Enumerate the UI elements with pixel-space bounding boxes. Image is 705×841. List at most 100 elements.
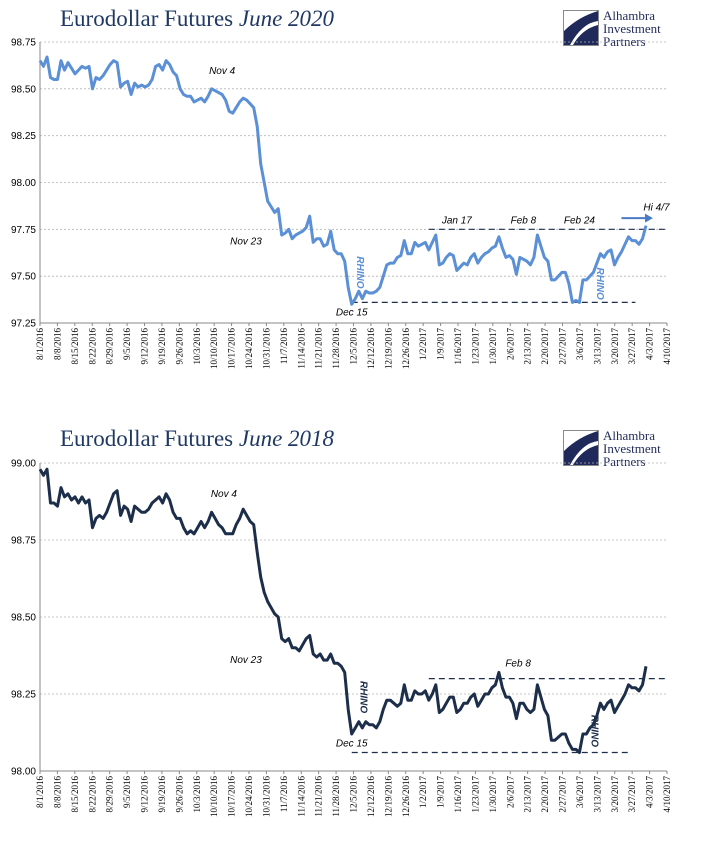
- y-tick-label: 98.25: [11, 131, 36, 142]
- y-tick-label: 97.50: [11, 272, 36, 283]
- x-tick-label: 1/30/2017: [488, 328, 498, 365]
- annotation-label: Dec 15: [336, 308, 368, 319]
- x-tick-label: 2/27/2017: [558, 776, 568, 813]
- x-tick-label: 9/19/2016: [157, 328, 167, 365]
- x-tick-label: 9/5/2016: [122, 328, 132, 361]
- annotation-label: Nov 23: [230, 655, 262, 666]
- x-tick-label: 8/15/2016: [70, 776, 80, 813]
- y-tick-label: 98.50: [11, 84, 36, 95]
- x-tick-label: 8/22/2016: [87, 328, 97, 365]
- alhambra-logo-mark: [563, 10, 599, 46]
- x-tick-label: 9/19/2016: [157, 776, 167, 813]
- x-tick-label: 4/10/2017: [662, 328, 672, 365]
- x-tick-label: 3/13/2017: [592, 776, 602, 813]
- x-tick-label: 1/23/2017: [470, 328, 480, 365]
- x-tick-label: 11/21/2016: [314, 776, 324, 817]
- series-line: [38, 467, 648, 754]
- x-tick-label: 9/12/2016: [140, 328, 150, 365]
- alhambra-logo: Alhambra Investment Partners: [563, 8, 698, 52]
- x-tick-label: 3/13/2017: [592, 328, 602, 365]
- x-tick-label: 12/12/2016: [366, 776, 376, 818]
- line-chart-june-2020: 98.75 98.50 98.25 98.00 97.75 97.50 97.258/1/2…: [11, 38, 672, 370]
- x-tick-label: 4/3/2017: [645, 328, 655, 361]
- x-tick-label: 1/16/2017: [453, 776, 463, 813]
- line-chart-june-2018: 99.00 98.75 98.50 98.25 98.008/1/2016 8/8/201…: [11, 459, 672, 818]
- x-tick-label: 10/17/2016: [227, 776, 237, 818]
- x-tick-label: 9/5/2016: [122, 776, 132, 809]
- annotation-label: Jan 17: [441, 216, 472, 227]
- x-tick-label: 2/27/2017: [558, 328, 568, 365]
- x-tick-label: 3/6/2017: [575, 328, 585, 361]
- annotation-label: Nov 4: [209, 66, 236, 77]
- x-tick-label: 8/29/2016: [105, 776, 115, 813]
- x-tick-label: 9/26/2016: [174, 776, 184, 813]
- y-tick-label: 98.75: [11, 536, 36, 547]
- x-tick-label: 11/14/2016: [296, 328, 306, 369]
- annotation-label: Hi 4/7: [643, 203, 670, 214]
- x-tick-label: 12/19/2016: [383, 328, 393, 370]
- annotation-label: Nov 4: [211, 489, 238, 500]
- annotation-label: Nov 23: [230, 236, 262, 247]
- x-tick-label: 2/6/2017: [505, 328, 515, 361]
- x-tick-label: 4/10/2017: [662, 776, 672, 813]
- annotation-label: Dec 15: [336, 738, 368, 749]
- x-tick-label: 1/30/2017: [488, 776, 498, 813]
- x-tick-label: 11/28/2016: [331, 328, 341, 369]
- y-tick-label: 98.75: [11, 38, 36, 49]
- x-tick-label: 3/20/2017: [610, 328, 620, 365]
- x-tick-label: 8/1/2016: [35, 776, 45, 809]
- x-tick-label: 1/9/2017: [436, 328, 446, 361]
- x-tick-label: 12/19/2016: [383, 776, 393, 818]
- alhambra-logo-mark: [563, 430, 599, 466]
- x-tick-label: 11/14/2016: [296, 776, 306, 817]
- logo-text: Alhambra Investment Partners: [603, 428, 661, 469]
- series-line: [38, 55, 648, 306]
- y-tick-label: 98.50: [11, 613, 36, 624]
- x-tick-label: 10/31/2016: [261, 776, 271, 818]
- x-tick-label: 12/12/2016: [366, 328, 376, 370]
- alhambra-logo: Alhambra Investment Partners: [563, 428, 698, 472]
- x-tick-label: 1/23/2017: [470, 776, 480, 813]
- annotation-label: Feb 8: [511, 216, 537, 227]
- chart-title: Eurodollar Futures June 2020: [60, 6, 335, 31]
- x-tick-label: 11/21/2016: [314, 328, 324, 369]
- annotation-label: Feb 24: [564, 216, 596, 227]
- x-tick-label: 10/10/2016: [209, 776, 219, 818]
- logo-text: Alhambra Investment Partners: [603, 8, 661, 49]
- rhino-label: RHINO: [354, 256, 365, 288]
- y-tick-label: 98.00: [11, 767, 36, 778]
- x-tick-label: 3/20/2017: [610, 776, 620, 813]
- x-tick-label: 10/3/2016: [192, 776, 202, 813]
- x-tick-label: 12/26/2016: [401, 776, 411, 818]
- x-tick-label: 3/6/2017: [575, 776, 585, 809]
- chart-title: Eurodollar Futures June 2018: [60, 426, 335, 451]
- x-tick-label: 12/5/2016: [349, 328, 359, 365]
- x-tick-label: 10/17/2016: [227, 328, 237, 370]
- x-tick-label: 8/29/2016: [105, 328, 115, 365]
- x-tick-label: 1/16/2017: [453, 328, 463, 365]
- chart-panel-june-2020: Eurodollar Futures June 2020 Alhambra In…: [0, 0, 705, 415]
- x-tick-label: 3/27/2017: [627, 328, 637, 365]
- x-tick-label: 2/6/2017: [505, 776, 515, 809]
- x-tick-label: 2/13/2017: [523, 328, 533, 365]
- y-tick-label: 98.00: [11, 178, 36, 189]
- x-tick-label: 8/8/2016: [52, 328, 62, 361]
- x-tick-label: 3/27/2017: [627, 776, 637, 813]
- x-tick-label: 4/3/2017: [645, 776, 655, 809]
- x-tick-label: 2/20/2017: [540, 776, 550, 813]
- x-tick-label: 8/15/2016: [70, 328, 80, 365]
- x-tick-label: 1/2/2017: [418, 776, 428, 809]
- x-tick-label: 10/24/2016: [244, 328, 254, 370]
- annotation-label: Feb 8: [505, 658, 531, 669]
- x-tick-label: 1/9/2017: [436, 776, 446, 809]
- x-tick-label: 12/5/2016: [349, 776, 359, 813]
- x-tick-label: 9/12/2016: [140, 776, 150, 813]
- x-tick-label: 1/2/2017: [418, 328, 428, 361]
- x-tick-label: 11/7/2016: [279, 776, 289, 813]
- y-tick-label: 97.25: [11, 319, 36, 330]
- rhino-label: RHINO: [589, 715, 600, 747]
- x-tick-label: 11/28/2016: [331, 776, 341, 817]
- x-tick-label: 10/10/2016: [209, 328, 219, 370]
- x-tick-label: 9/26/2016: [174, 328, 184, 365]
- x-tick-label: 2/13/2017: [523, 776, 533, 813]
